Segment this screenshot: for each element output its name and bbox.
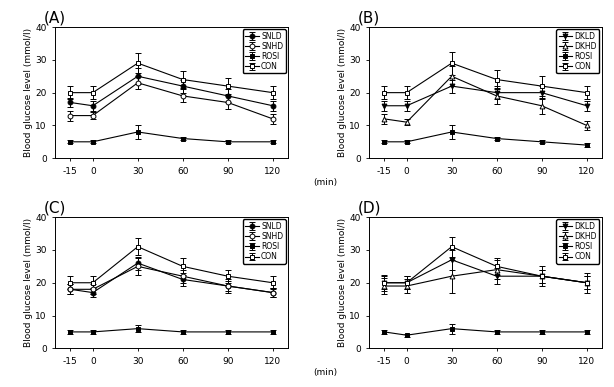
Legend: DKLD, DKHD, ROSI, CON: DKLD, DKHD, ROSI, CON (556, 219, 599, 264)
Legend: DKLD, DKHD, ROSI, CON: DKLD, DKHD, ROSI, CON (556, 29, 599, 74)
Y-axis label: Blood glucose level (mmol/l): Blood glucose level (mmol/l) (24, 28, 33, 157)
Text: (D): (D) (357, 200, 381, 215)
Text: (min): (min) (313, 178, 337, 187)
Text: (A): (A) (44, 10, 66, 25)
Legend: SNLD, SNHD, ROSI, CON: SNLD, SNHD, ROSI, CON (243, 29, 286, 74)
Text: (C): (C) (44, 200, 66, 215)
Y-axis label: Blood glucose level (mmol/l): Blood glucose level (mmol/l) (338, 28, 346, 157)
Y-axis label: Blood glucose level (mmol/l): Blood glucose level (mmol/l) (24, 218, 33, 347)
Legend: SNLD, SNHD, ROSI, CON: SNLD, SNHD, ROSI, CON (243, 219, 286, 264)
Text: (min): (min) (313, 368, 337, 377)
Y-axis label: Blood glucose level (mmol/l): Blood glucose level (mmol/l) (338, 218, 346, 347)
Text: (B): (B) (357, 10, 380, 25)
